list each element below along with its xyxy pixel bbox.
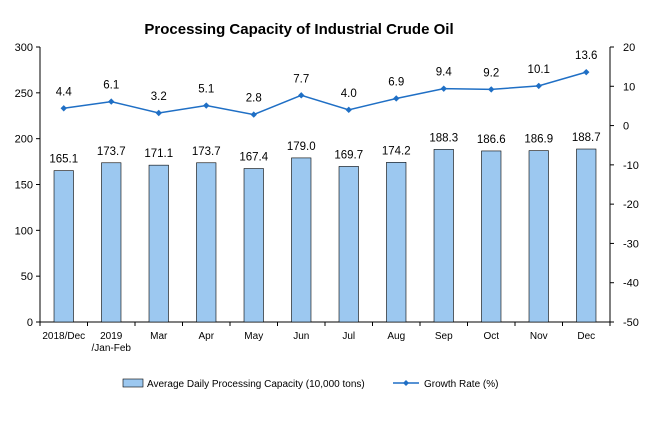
y-left-tick-label: 100 (15, 225, 33, 237)
growth-rate-label: 7.7 (293, 73, 309, 85)
growth-rate-label: 5.1 (198, 84, 214, 96)
x-tick-label: Aug (387, 331, 405, 342)
y-right-tick-label: 10 (623, 81, 635, 93)
growth-rate-label: 10.1 (528, 64, 550, 76)
growth-rate-point (535, 82, 542, 90)
bar-value-label: 188.7 (572, 132, 601, 144)
y-right-tick-label: 0 (623, 121, 629, 133)
growth-rate-label: 2.8 (246, 93, 262, 105)
bar-value-label: 173.7 (192, 146, 221, 158)
x-tick-label: 2019 (100, 331, 123, 342)
chart-title: Processing Capacity of Industrial Crude … (144, 21, 453, 38)
growth-rate-point (393, 95, 400, 102)
growth-rate-point (298, 92, 305, 99)
bar (53, 170, 74, 323)
bar (481, 150, 502, 323)
bar-value-label: 188.3 (429, 132, 458, 144)
y-right-tick-label: -10 (623, 160, 639, 172)
legend-label-bar: Average Daily Processing Capacity (10,00… (147, 379, 365, 390)
bar-value-label: 186.9 (524, 134, 553, 146)
bar (101, 162, 122, 323)
y-right-tick-label: -20 (623, 199, 639, 211)
bar (196, 162, 217, 323)
growth-rate-point (60, 105, 67, 112)
bar (433, 149, 454, 323)
bar-value-label: 171.1 (144, 148, 173, 160)
x-tick-label: /Jan-Feb (92, 343, 132, 354)
growth-rate-label: 6.9 (388, 76, 404, 88)
y-left-tick-label: 250 (15, 88, 33, 100)
y-right-tick-label: -40 (623, 278, 639, 290)
y-left-tick-label: 50 (21, 271, 33, 283)
x-tick-label: Jul (342, 331, 355, 342)
bar (148, 164, 169, 323)
bar-value-label: 179.0 (287, 141, 316, 153)
bar-value-label: 186.6 (477, 134, 506, 146)
growth-rate-label: 9.4 (436, 67, 453, 79)
bar-value-label: 167.4 (239, 152, 268, 164)
growth-rate-point (203, 102, 210, 109)
growth-rate-point (250, 111, 257, 118)
legend-marker-line (403, 380, 409, 386)
y-right-tick-label: -50 (623, 317, 639, 329)
bar (291, 157, 312, 323)
bar-value-label: 174.2 (382, 145, 411, 157)
bar (386, 162, 407, 323)
growth-rate-label: 9.2 (483, 67, 499, 79)
y-left-tick-label: 150 (15, 180, 33, 192)
y-left-tick-label: 200 (15, 134, 33, 146)
growth-rate-label: 4.4 (56, 86, 73, 98)
plot-area: 0 50 100 150 200 250 300 -50 -40 -30 -20 -10 0 10 20 20… (15, 42, 639, 354)
bar-value-label: 173.7 (97, 146, 126, 158)
growth-rate-point (440, 85, 447, 92)
growth-rate-label: 6.1 (103, 80, 119, 92)
growth-rate-point (345, 106, 352, 114)
y-right-tick-label: -30 (623, 238, 639, 250)
y-left-tick-label: 0 (27, 317, 33, 329)
x-tick-label: Oct (483, 331, 499, 342)
growth-rate-point (108, 98, 115, 105)
bar (243, 168, 264, 323)
y-left-tick-label: 300 (15, 42, 33, 54)
legend: Average Daily Processing Capacity (10,00… (122, 378, 498, 390)
bar (338, 166, 359, 323)
bar (576, 148, 597, 323)
x-tick-label: Mar (150, 331, 168, 342)
x-tick-label: Sep (435, 331, 453, 342)
x-tick-label: Apr (198, 331, 214, 342)
y-right-tick-label: 20 (623, 42, 635, 54)
growth-rate-point (583, 68, 590, 76)
x-tick-label: Jun (293, 331, 309, 342)
growth-rate-label: 13.6 (575, 50, 597, 62)
x-tick-label: Dec (577, 331, 595, 342)
legend-swatch-bar (122, 378, 144, 388)
legend-label-line: Growth Rate (%) (424, 379, 498, 390)
growth-rate-label: 4.0 (341, 88, 357, 100)
growth-rate-point (488, 86, 495, 93)
bar-value-label: 169.7 (334, 149, 363, 161)
bar-value-label: 165.1 (49, 154, 78, 166)
x-tick-label: May (244, 331, 263, 342)
x-tick-label: Nov (530, 331, 548, 342)
growth-rate-label: 3.2 (151, 91, 167, 103)
growth-rate-line (63, 71, 587, 116)
x-tick-label: 2018/Dec (42, 331, 85, 342)
bar (528, 150, 549, 323)
growth-rate-point (155, 109, 162, 117)
